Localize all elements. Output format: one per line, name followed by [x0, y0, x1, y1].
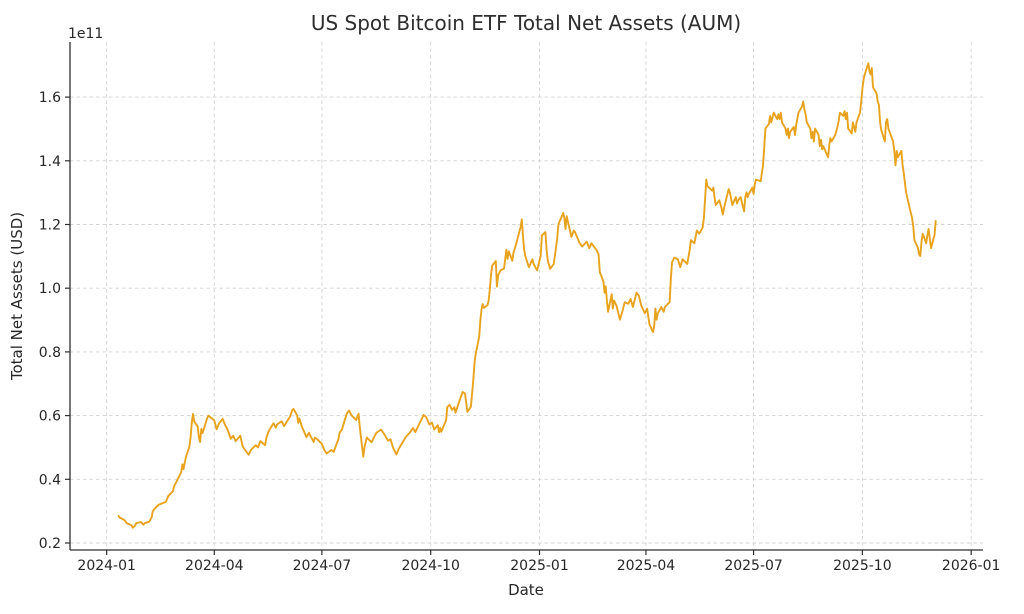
- x-axis-label: Date: [508, 581, 544, 599]
- x-tick-label: 2024-07: [293, 558, 352, 574]
- y-tick-label: 1.2: [39, 217, 61, 233]
- x-tick-label: 2024-10: [401, 558, 460, 574]
- aum-series-line: [117, 62, 937, 529]
- grid-layer: [70, 42, 983, 550]
- x-tick-label: 2025-07: [724, 558, 783, 574]
- x-tick-label: 2024-01: [77, 558, 136, 574]
- y-tick-label: 0.8: [39, 345, 61, 361]
- x-tick-label: 2025-04: [617, 558, 676, 574]
- x-tick-label: 2026-01: [942, 558, 1001, 574]
- tick-label-layer: 2024-01 2024-04 2024-07 2024-10 2025-01 2025-…: [39, 90, 1001, 574]
- y-tick-label: 0.4: [39, 472, 61, 488]
- series-layer: [117, 62, 937, 529]
- x-tick-label: 2025-10: [833, 558, 892, 574]
- x-tick-label: 2025-01: [510, 558, 569, 574]
- y-axis-offset-label: 1e11: [68, 26, 103, 42]
- y-tick-label: 1.4: [39, 154, 61, 170]
- y-tick-label: 0.2: [39, 536, 61, 552]
- y-tick-label: 1.0: [39, 281, 61, 297]
- axes-layer: [65, 42, 983, 555]
- chart-title: US Spot Bitcoin ETF Total Net Assets (AU…: [311, 11, 741, 35]
- y-tick-label: 1.6: [39, 90, 61, 106]
- x-tick-label: 2024-04: [185, 558, 244, 574]
- y-axis-label: Total Net Assets (USD): [8, 212, 26, 381]
- y-tick-label: 0.6: [39, 409, 61, 425]
